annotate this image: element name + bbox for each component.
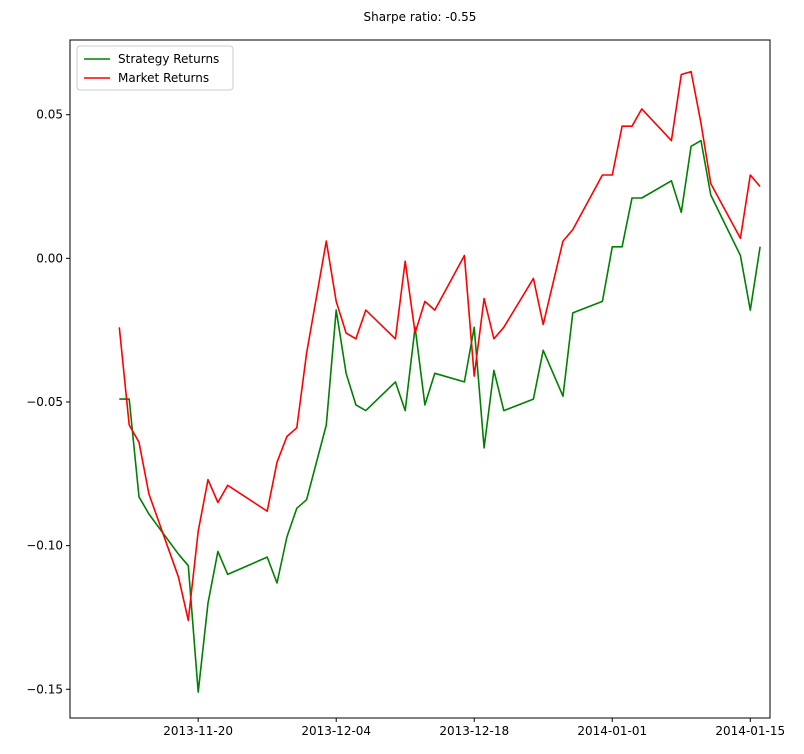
plot-background <box>70 40 770 718</box>
legend-label: Strategy Returns <box>118 52 219 66</box>
plot-frame <box>69 39 771 719</box>
y-tick-label: −0.10 <box>26 539 63 553</box>
y-axis: 0.05 0.00 −0.05 −0.10 −0.15 <box>26 108 70 696</box>
legend: Strategy Returns Market Returns <box>76 45 234 91</box>
y-tick-label: −0.15 <box>26 682 63 696</box>
legend-label: Market Returns <box>118 71 209 85</box>
x-tick-label: 2014-01-15 <box>715 724 785 738</box>
chart-title: Sharpe ratio: -0.55 <box>364 10 477 24</box>
y-tick-label: 0.00 <box>36 251 63 265</box>
legend-box <box>76 45 234 91</box>
x-tick-label: 2013-11-20 <box>163 724 233 738</box>
x-tick-label: 2013-12-04 <box>301 724 371 738</box>
series-line-market-returns <box>118 70 761 622</box>
x-tick-label: 2013-12-18 <box>439 724 509 738</box>
plot-area <box>69 39 771 719</box>
y-tick-label: −0.05 <box>26 395 63 409</box>
y-tick-label: 0.05 <box>36 108 63 122</box>
x-tick-label: 2014-01-01 <box>577 724 647 738</box>
series-line-strategy-returns <box>119 139 761 693</box>
x-axis: 2013-11-20 2013-12-04 2013-12-18 2014-01-01… <box>163 718 785 738</box>
